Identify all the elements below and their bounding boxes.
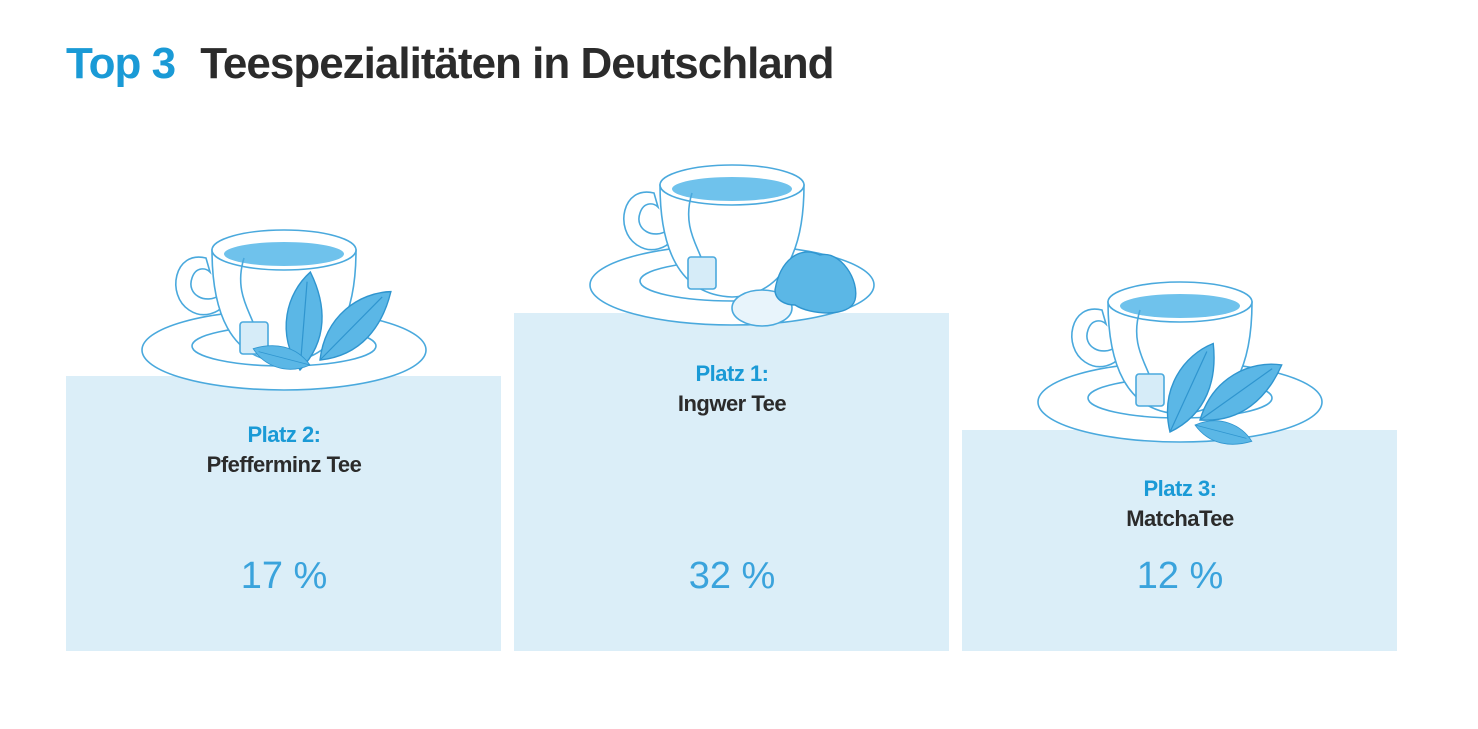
rank-label: Platz 1: [695,361,768,386]
tea-name: Ingwer Tee [678,391,787,416]
share-value: 12 % [1137,555,1224,597]
share-value: 32 % [689,555,776,597]
share-value: 17 % [241,555,328,597]
podium-box [66,376,501,651]
title-text: Teespezialitäten in Deutschland [200,39,833,88]
podium-box [962,430,1397,651]
teacup-illustration [589,164,875,327]
title-highlight: Top 3 [66,39,175,88]
tea-name: MatchaTee [1126,506,1234,531]
rank-label: Platz 3: [1143,476,1216,501]
teacup-illustration [141,229,427,391]
podium-box [514,313,949,651]
chart-title: Top 3 Teespezialitäten in Deutschland [66,39,834,88]
tea-name: Pfefferminz Tee [207,452,362,477]
rank-label: Platz 2: [247,422,320,447]
